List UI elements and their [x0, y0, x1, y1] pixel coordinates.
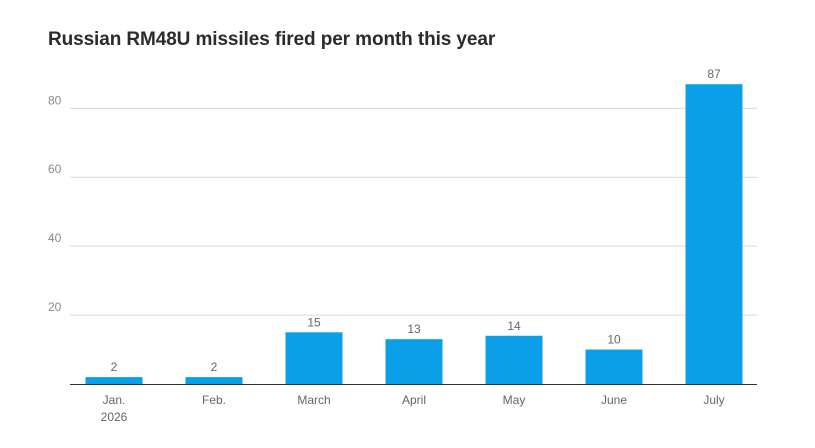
gridlines: [70, 107, 757, 316]
data-label: 2: [211, 360, 218, 374]
data-label: 14: [507, 319, 521, 333]
x-tick-label: 2026: [101, 410, 128, 424]
data-label: 87: [707, 67, 721, 81]
y-tick-label: 60: [48, 162, 62, 176]
x-axis-labels: Jan. 2026 Feb. March April May June July: [101, 393, 725, 424]
data-label: 10: [607, 333, 621, 347]
y-tick-label: 40: [48, 231, 62, 245]
x-tick-label: July: [703, 393, 724, 407]
data-label: 15: [307, 315, 321, 329]
data-label: 13: [407, 322, 421, 336]
x-tick-label: May: [503, 393, 526, 407]
bar: [85, 377, 143, 384]
bars: [85, 84, 743, 384]
bar: [185, 377, 243, 384]
y-tick-label: 20: [48, 300, 62, 314]
bar: [685, 84, 743, 384]
bar: [285, 332, 343, 384]
y-axis-ticks: 20 40 60 80: [48, 93, 62, 314]
y-tick-label: 80: [48, 93, 62, 107]
bar: [385, 339, 443, 384]
x-tick-label: June: [601, 393, 627, 407]
data-labels: 2 2 15 13 14 10 87: [111, 67, 721, 374]
bar: [585, 349, 643, 384]
x-tick-label: March: [297, 393, 330, 407]
x-tick-label: Jan.: [103, 393, 126, 407]
chart-title: Russian RM48U missiles fired per month t…: [48, 29, 496, 50]
x-tick-label: April: [402, 393, 426, 407]
bar: [485, 335, 543, 384]
x-tick-label: Feb.: [202, 393, 226, 407]
data-label: 2: [111, 360, 118, 374]
